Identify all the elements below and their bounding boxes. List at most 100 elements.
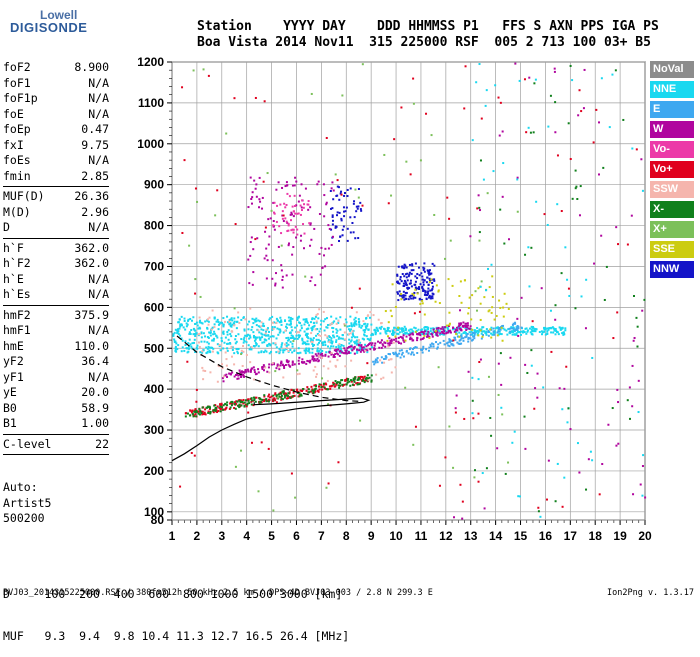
data-point [280, 397, 283, 400]
data-point [531, 329, 534, 332]
data-point [227, 329, 230, 332]
data-point [205, 352, 208, 355]
data-point [299, 334, 302, 337]
data-point [420, 348, 423, 351]
data-point [506, 333, 509, 336]
data-point [265, 277, 268, 280]
data-point [306, 386, 309, 389]
data-point [188, 244, 191, 247]
data-point [263, 257, 266, 260]
data-point [229, 406, 232, 409]
data-point [248, 334, 251, 337]
data-point [363, 379, 366, 382]
param-name: foF2 [3, 60, 31, 74]
data-point [365, 376, 368, 379]
x-tick-label: 14 [489, 529, 503, 543]
data-point [463, 324, 466, 327]
data-point [395, 354, 398, 357]
data-point [347, 351, 350, 354]
data-point [272, 394, 275, 397]
param-value: 20.0 [81, 385, 109, 399]
data-point [418, 274, 421, 277]
data-point [435, 341, 438, 344]
data-point [316, 312, 319, 315]
data-point [380, 356, 383, 359]
data-point [409, 279, 412, 282]
data-point [296, 369, 299, 372]
param-name: fmin [3, 168, 31, 183]
data-point [319, 334, 322, 337]
data-point [452, 326, 455, 329]
data-point [445, 342, 448, 345]
data-point [290, 334, 293, 337]
data-point [352, 335, 355, 338]
data-point [204, 413, 207, 416]
x-tick-label: 6 [293, 529, 300, 543]
data-point [221, 406, 224, 409]
data-point [607, 423, 610, 426]
data-point [523, 78, 526, 81]
data-point [333, 349, 336, 352]
data-point [249, 369, 252, 372]
data-point [309, 206, 312, 209]
data-point [345, 349, 348, 352]
data-point [261, 196, 264, 199]
data-point [429, 333, 432, 336]
data-point [323, 215, 326, 218]
data-point [325, 317, 328, 320]
data-point [289, 331, 292, 334]
data-point [271, 362, 274, 365]
data-point [502, 162, 505, 165]
data-point [351, 333, 354, 336]
data-point [362, 346, 365, 349]
param-value: 8.900 [74, 60, 109, 74]
data-point [515, 333, 518, 336]
data-point [487, 310, 490, 313]
data-point [280, 264, 283, 267]
data-point [272, 225, 275, 228]
data-point [289, 213, 292, 216]
data-point [255, 317, 258, 320]
data-point [428, 294, 431, 297]
data-point [252, 336, 255, 339]
data-point [305, 389, 308, 392]
data-point [213, 316, 216, 319]
data-point [510, 326, 513, 329]
data-point [467, 340, 470, 343]
data-point [220, 339, 223, 342]
data-point [293, 184, 296, 187]
data-point [402, 330, 405, 333]
data-point [263, 325, 266, 328]
data-point [434, 330, 437, 333]
data-point [297, 359, 300, 362]
data-point [571, 79, 574, 82]
data-point [279, 203, 282, 206]
data-point [194, 335, 197, 338]
data-point [499, 101, 502, 104]
param-row: foE N/A [3, 107, 109, 123]
data-point [228, 323, 231, 326]
data-point [499, 306, 502, 309]
data-point [242, 341, 245, 344]
data-point [307, 343, 310, 346]
data-point [272, 201, 275, 204]
data-point [267, 330, 270, 333]
data-point [402, 334, 405, 337]
data-point [405, 276, 408, 279]
data-point [260, 328, 263, 331]
data-point [301, 199, 304, 202]
data-point [574, 307, 577, 310]
data-point [383, 341, 386, 344]
data-point [226, 347, 229, 350]
version-label: Ion2Png v. 1.3.17 [607, 588, 694, 598]
ionogram-chart: 1 2 3 4 5 6 7 8 9 10 11 12 13 14 15 16 17 18 19 20801002003… [137, 55, 652, 543]
param-name: foEp [3, 122, 31, 136]
data-point [222, 380, 225, 383]
data-point [349, 332, 352, 335]
data-point [517, 334, 520, 337]
data-point [458, 327, 461, 330]
data-point [242, 338, 245, 341]
data-point [501, 413, 504, 416]
data-point [312, 392, 315, 395]
data-point [391, 331, 394, 334]
